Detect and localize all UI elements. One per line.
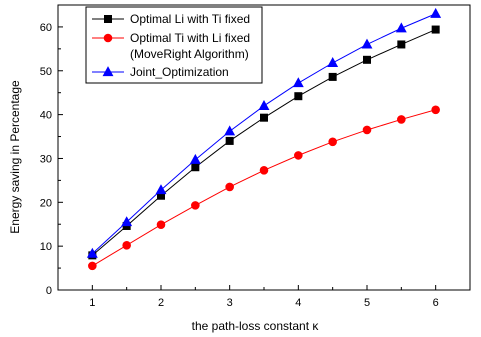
- data-point: [431, 105, 440, 115]
- data-point: [259, 166, 269, 175]
- y-tick-label: 10: [40, 241, 52, 253]
- data-point: [224, 125, 236, 136]
- data-point: [430, 7, 442, 18]
- series-layer: [86, 7, 442, 271]
- data-point: [156, 220, 166, 229]
- data-point: [191, 163, 200, 172]
- y-tick-label: 0: [46, 285, 52, 297]
- data-point: [189, 153, 201, 164]
- data-point: [294, 92, 303, 101]
- data-point: [363, 55, 371, 64]
- data-point: [121, 216, 133, 227]
- legend-box: [85, 6, 263, 84]
- data-point: [294, 151, 303, 160]
- legend-marker: [104, 15, 112, 23]
- series-3: [86, 7, 442, 258]
- y-tick-label: 30: [40, 153, 52, 165]
- x-tick-label: 4: [295, 297, 301, 309]
- x-tick-label: 1: [89, 297, 95, 309]
- legend-label: Joint_Optimization: [130, 65, 229, 79]
- data-point: [122, 240, 131, 250]
- series-line: [92, 109, 436, 267]
- data-point: [225, 182, 234, 192]
- y-tick-label: 40: [40, 110, 52, 122]
- y-tick-label: 60: [40, 22, 52, 34]
- data-point: [397, 40, 406, 49]
- data-point: [397, 115, 406, 124]
- data-point: [88, 261, 97, 271]
- x-tick-label: 6: [433, 297, 439, 309]
- data-point: [361, 38, 373, 49]
- legend-label: (MoveRight Algorithm): [130, 47, 249, 61]
- data-point: [191, 201, 200, 210]
- legend-label: Optimal Ti with Li fixed: [130, 31, 250, 45]
- data-point: [225, 136, 234, 145]
- data-point: [328, 72, 337, 81]
- legend-marker: [102, 66, 114, 77]
- data-point: [395, 22, 407, 33]
- x-tick-label: 3: [227, 297, 233, 309]
- data-point: [258, 100, 270, 110]
- x-tick-label: 2: [158, 297, 164, 309]
- data-point: [86, 247, 98, 258]
- data-point: [155, 184, 167, 195]
- data-point: [431, 25, 440, 34]
- data-point: [328, 137, 337, 147]
- y-tick-label: 50: [40, 66, 52, 78]
- y-tick-label: 20: [40, 197, 52, 209]
- legend-marker: [103, 33, 113, 43]
- x-tick-label: 5: [364, 297, 370, 309]
- data-point: [260, 113, 268, 122]
- data-point: [292, 77, 304, 88]
- legend-label: Optimal Li with Ti fixed: [130, 12, 250, 26]
- legend: Optimal Li with Ti fixed Optimal Ti with …: [85, 6, 263, 84]
- x-axis-label: the path-loss constant κ: [192, 319, 320, 333]
- data-point: [327, 57, 339, 67]
- data-point: [362, 125, 372, 135]
- series-2: [88, 105, 440, 271]
- y-axis-label: Energy saving in Percentage: [8, 80, 22, 234]
